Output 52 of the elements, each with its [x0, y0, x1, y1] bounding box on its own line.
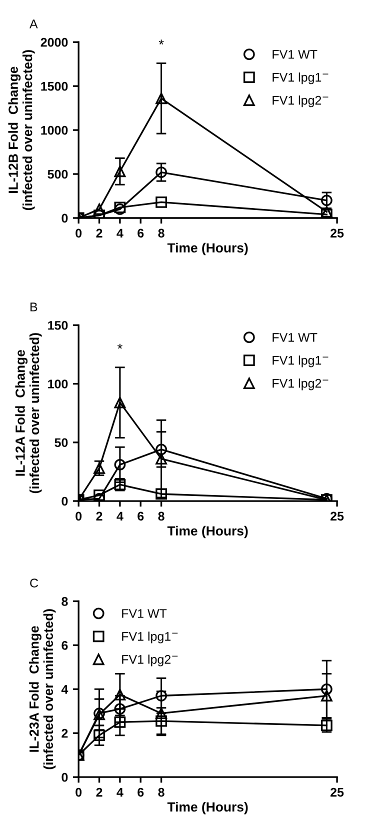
legend-label: FV1 lpg1$^{−}$ — [122, 632, 178, 644]
x-tick-label: 0 — [76, 228, 82, 238]
x-tick-label: 0 — [76, 788, 82, 797]
x-tick-label: 0 — [76, 512, 82, 521]
y-axis-title: IL-12A Fold Change (infected over uninfected) — [15, 333, 42, 494]
y-tick-label: 0 — [62, 214, 68, 223]
x-tick-label: 6 — [138, 788, 144, 797]
x-tick-label: 25 — [330, 228, 344, 238]
annotation: * — [158, 40, 164, 45]
legend-label: FV1 lpg1$^{−}$ — [272, 356, 328, 368]
y-axis-title: IL-23A Fold Change (infected over uninfected) — [29, 609, 56, 770]
x-tick-label: 8 — [158, 512, 164, 521]
chart-title: C — [30, 578, 38, 588]
x-tick-label: 4 — [116, 788, 124, 797]
y-tick-label: 4 — [61, 685, 68, 694]
y-tick-label: 0 — [62, 496, 68, 506]
legend-label: FV1 lpg2$^{−}$ — [272, 96, 328, 108]
x-tick-label: 25 — [330, 788, 344, 797]
annotation: * — [117, 344, 122, 349]
y-tick-label: 2000 — [40, 38, 68, 47]
y-tick-label: 1500 — [41, 82, 68, 91]
x-tick-label: 2 — [96, 512, 102, 520]
y-tick-label: 0 — [62, 772, 68, 782]
x-axis-title: Time (Hours) — [167, 242, 248, 256]
y-tick-label: 100 — [48, 380, 68, 388]
y-tick-label: 1000 — [41, 126, 68, 135]
y-axis-title: IL-12B Fold Change (infected over uninfected) — [8, 50, 35, 210]
x-tick-label: 4 — [116, 512, 124, 520]
x-tick-label: 25 — [330, 512, 344, 521]
legend-label: FV1 WT — [272, 50, 318, 59]
y-tick-label: 6 — [62, 641, 68, 650]
legend-label: FV1 lpg2$^{−}$ — [272, 378, 328, 390]
y-tick-label: 8 — [62, 597, 68, 606]
x-axis-title: Time (Hours) — [167, 802, 248, 814]
x-tick-label: 4 — [116, 228, 124, 238]
x-tick-label: 2 — [96, 788, 102, 797]
legend-label: FV1 WT — [272, 333, 318, 342]
chart-title: A — [30, 20, 38, 28]
x-tick-label: 8 — [158, 228, 164, 238]
y-tick-label: 500 — [48, 170, 68, 179]
y-tick-label: 2 — [62, 728, 68, 738]
x-tick-label: 6 — [138, 512, 144, 521]
chart-title: B — [30, 302, 38, 312]
legend-label: FV1 lpg2$^{−}$ — [122, 654, 178, 666]
legend-label: FV1 WT — [122, 609, 167, 618]
x-tick-label: 8 — [158, 788, 164, 797]
x-tick-label: 6 — [138, 228, 144, 238]
x-tick-label: 2 — [96, 228, 102, 238]
x-axis-title: Time (Hours) — [167, 526, 248, 538]
y-tick-label: 50 — [54, 438, 68, 448]
legend-label: FV1 lpg1$^{−}$ — [272, 72, 328, 84]
y-tick-label: 150 — [48, 320, 68, 330]
